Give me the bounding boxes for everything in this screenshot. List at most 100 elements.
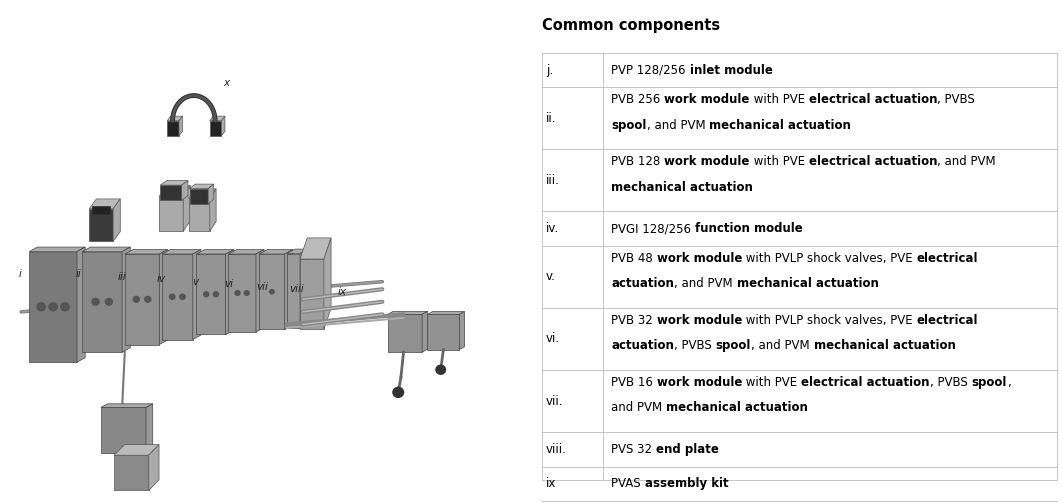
Text: , PVBS: , PVBS [930,376,972,389]
Text: v.: v. [546,271,555,283]
Text: j.: j. [546,63,553,76]
Text: assembly kit: assembly kit [645,477,729,490]
Text: with PVLP shock valves, PVE: with PVLP shock valves, PVE [742,252,917,265]
Text: work module: work module [665,94,750,106]
Polygon shape [147,404,153,453]
Text: ix: ix [338,287,346,297]
Text: work module: work module [665,155,750,169]
Polygon shape [76,247,85,362]
Polygon shape [82,247,131,252]
Text: , and PVM: , and PVM [751,340,813,353]
Polygon shape [287,254,301,328]
Polygon shape [159,196,183,231]
Polygon shape [209,189,217,231]
Text: spool: spool [716,340,751,353]
Polygon shape [427,314,459,350]
Text: x: x [223,78,229,88]
Polygon shape [259,254,285,329]
Polygon shape [228,249,264,254]
Circle shape [435,365,446,374]
Polygon shape [196,254,225,334]
Polygon shape [301,249,308,328]
Polygon shape [30,247,85,252]
Text: iii: iii [118,272,126,282]
Text: vii.: vii. [546,394,564,407]
Text: v: v [192,277,199,287]
Circle shape [393,387,404,397]
Polygon shape [209,121,221,136]
Text: electrical actuation: electrical actuation [809,155,938,169]
Text: ix: ix [546,477,556,490]
Circle shape [133,296,139,302]
Text: iv: iv [156,274,166,284]
Polygon shape [159,249,168,345]
Text: Common components: Common components [542,18,720,33]
Text: , PVBS: , PVBS [674,340,716,353]
Polygon shape [183,186,190,231]
Polygon shape [427,311,464,314]
Text: PVB 16: PVB 16 [612,376,657,389]
Text: work module: work module [657,314,742,327]
Text: actuation: actuation [612,340,674,353]
Text: viii: viii [289,284,304,294]
Text: work module: work module [657,376,742,389]
Polygon shape [388,311,428,314]
Text: with PVE: with PVE [750,155,809,169]
Text: function module: function module [696,222,803,235]
Text: electrical actuation: electrical actuation [809,94,938,106]
Circle shape [213,292,219,297]
Polygon shape [182,181,188,200]
Polygon shape [221,116,225,136]
Polygon shape [89,199,120,209]
Polygon shape [114,445,159,455]
Text: , and PVM: , and PVM [674,277,737,290]
Polygon shape [189,184,213,189]
Polygon shape [101,404,153,407]
Polygon shape [125,254,159,345]
Polygon shape [114,455,149,490]
Text: PVB 32: PVB 32 [612,314,657,327]
Text: ii: ii [76,269,82,279]
Polygon shape [208,184,213,204]
Text: spool: spool [972,376,1007,389]
Polygon shape [256,249,264,332]
Text: PVB 256: PVB 256 [612,94,665,106]
Text: PVB 48: PVB 48 [612,252,657,265]
Polygon shape [287,249,308,254]
Polygon shape [125,249,168,254]
Text: vi: vi [225,279,234,289]
Text: inlet module: inlet module [689,63,773,76]
Circle shape [204,292,209,297]
Text: PVB 128: PVB 128 [612,155,665,169]
Polygon shape [160,185,182,200]
Polygon shape [259,249,293,254]
Bar [92,206,110,214]
Text: mechanical actuation: mechanical actuation [709,119,851,132]
Text: with PVE: with PVE [742,376,802,389]
Text: with PVE: with PVE [750,94,809,106]
Circle shape [244,291,250,295]
Text: vi.: vi. [546,332,560,346]
Text: actuation: actuation [612,277,674,290]
Polygon shape [82,252,122,352]
Polygon shape [178,116,183,136]
Polygon shape [159,186,190,196]
Polygon shape [189,189,217,199]
Text: mechanical actuation: mechanical actuation [737,277,878,290]
Polygon shape [149,445,159,490]
Text: end plate: end plate [656,443,719,456]
Text: iii.: iii. [546,174,560,187]
Text: ii.: ii. [546,112,556,125]
Text: and PVM: and PVM [612,401,666,414]
Text: PVS 32: PVS 32 [612,443,656,456]
Polygon shape [228,254,256,332]
Text: i: i [19,269,21,279]
Polygon shape [161,249,201,254]
Text: iv.: iv. [546,222,560,235]
Polygon shape [299,238,331,259]
Polygon shape [192,249,201,340]
Polygon shape [189,189,208,204]
Text: , and PVM: , and PVM [938,155,996,169]
Polygon shape [113,199,120,241]
Circle shape [144,296,151,302]
